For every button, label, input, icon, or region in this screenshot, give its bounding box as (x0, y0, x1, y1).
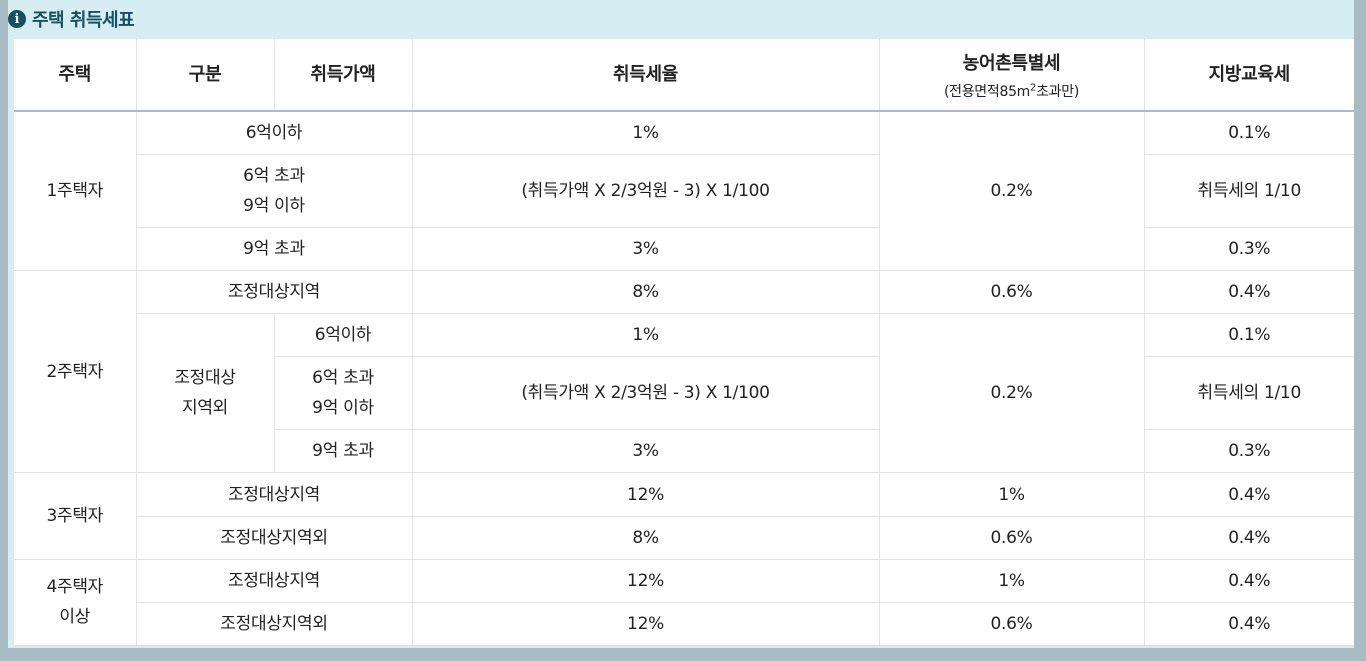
three-house-label: 3주택자 (14, 472, 137, 560)
two-r4-edu: 0.3% (1143, 429, 1354, 474)
one-r2-cat: 6억 초과 9억 이하 (136, 153, 413, 228)
two-rural: 0.2% (878, 313, 1145, 474)
two-r2-edu: 0.1% (1143, 313, 1354, 358)
two-r1-edu: 0.4% (1143, 269, 1354, 315)
one-r3-cat: 9억 초과 (136, 226, 413, 271)
info-icon: i (8, 10, 26, 28)
two-r1-rural: 0.6% (878, 269, 1145, 315)
two-r2-rate: 1% (411, 313, 880, 358)
panel-title-bar: i 주택 취득세표 (8, 4, 135, 34)
header-rural-tax: 농어촌특별세 (전용면적85m2초과만) (878, 39, 1145, 112)
header-house: 주택 (14, 39, 137, 112)
table-row: 조정대상 지역외 6억이하 1% 0.2% 0.1% (14, 313, 1354, 474)
two-r3-price: 6억 초과 9억 이하 (274, 356, 413, 431)
two-r3-price-l2: 9억 이하 (312, 398, 374, 419)
four-r1-cat: 조정대상지역 (135, 558, 413, 603)
header-edu-tax: 지방교육세 (1143, 39, 1354, 112)
table-row: 6억 초과 9억 이하 (취득가액 X 2/3억원 - 3) X 1/100 취… (14, 356, 1354, 431)
two-sub-cat-l1: 조정대상 (174, 368, 236, 389)
one-house-label: 1주택자 (14, 110, 137, 271)
table-row: 조정대상지역외 12% 0.6% 0.4% (14, 601, 1354, 647)
header-rural-note: (전용면적85m2초과만) (880, 81, 1144, 101)
two-sub-cat: 조정대상 지역외 (136, 313, 275, 474)
two-house-label: 2주택자 (14, 269, 137, 474)
one-rural: 0.2% (878, 110, 1145, 271)
two-r4-rate: 3% (411, 429, 880, 474)
four-house-label-l2: 이상 (59, 607, 91, 628)
two-r4-price: 9억 초과 (274, 429, 413, 474)
four-r1-rural: 1% (878, 558, 1145, 603)
four-r2-rate: 12% (411, 601, 880, 647)
two-r3-price-l1: 6억 초과 (312, 368, 374, 389)
two-r3-edu: 취득세의 1/10 (1143, 356, 1354, 431)
three-r2-rural: 0.6% (878, 515, 1145, 560)
table-row: 1주택자 6억이하 1% 0.2% 0.1% (14, 110, 1354, 271)
one-r2-rate: (취득가액 X 2/3억원 - 3) X 1/100 (411, 153, 880, 228)
two-r1-rate: 8% (411, 269, 880, 315)
table-row: 조정대상지역외 8% 0.6% 0.4% (14, 515, 1354, 560)
one-r2-edu: 취득세의 1/10 (1143, 153, 1354, 228)
four-house-label-l1: 4주택자 (46, 577, 104, 598)
two-r1-cat: 조정대상지역 (135, 269, 413, 315)
three-r2-edu: 0.4% (1143, 515, 1354, 560)
rural-note-post: 초과만) (1036, 83, 1079, 100)
three-r1-cat: 조정대상지역 (135, 472, 413, 517)
one-r3-edu: 0.3% (1143, 226, 1354, 271)
one-r1-cat: 6억이하 (135, 110, 413, 155)
table-row: 4주택자 이상 조정대상지역 12% 1% 0.4% (14, 558, 1354, 647)
header-row: 주택 구분 취득가액 취득세율 농어촌특별세 (전용면적85m2초과만) 지방교… (14, 39, 1354, 112)
two-r3-rate: (취득가액 X 2/3억원 - 3) X 1/100 (411, 356, 880, 431)
one-r2-cat-l2: 9억 이하 (243, 195, 305, 216)
four-r2-rural: 0.6% (878, 601, 1145, 647)
table-row: 9억 초과 3% 0.3% (14, 226, 1354, 271)
table-row: 6억 초과 9억 이하 (취득가액 X 2/3억원 - 3) X 1/100 취… (14, 153, 1354, 228)
table-row: 3주택자 조정대상지역 12% 1% 0.4% (14, 472, 1354, 560)
three-r1-edu: 0.4% (1143, 472, 1354, 517)
four-r2-cat: 조정대상지역외 (136, 601, 413, 647)
four-r2-edu: 0.4% (1143, 601, 1354, 647)
table-row: 9억 초과 3% 0.3% (14, 429, 1354, 474)
page-title: 주택 취득세표 (32, 10, 135, 31)
rural-note-pre: (전용면적85m (943, 83, 1031, 100)
four-r1-edu: 0.4% (1143, 558, 1354, 603)
acquisition-tax-table: 주택 구분 취득가액 취득세율 농어촌특별세 (전용면적85m2초과만) 지방교… (14, 39, 1354, 647)
four-house-label: 4주택자 이상 (14, 558, 137, 647)
rural-note-sup: 2 (1030, 81, 1037, 93)
header-rate: 취득세율 (411, 39, 880, 112)
header-price: 취득가액 (273, 39, 413, 112)
two-r2-price: 6억이하 (273, 313, 413, 358)
table-row: 2주택자 조정대상지역 8% 0.6% 0.4% (14, 269, 1354, 474)
three-r1-rural: 1% (878, 472, 1145, 517)
one-r2-cat-l1: 6억 초과 (243, 165, 305, 186)
header-rural-label: 농어촌특별세 (962, 52, 1061, 74)
header-type: 구분 (135, 39, 275, 112)
one-r1-rate: 1% (411, 110, 880, 155)
two-sub-cat-l2: 지역외 (181, 398, 229, 419)
three-r2-cat: 조정대상지역외 (136, 515, 413, 560)
one-r1-edu: 0.1% (1143, 110, 1354, 155)
three-r1-rate: 12% (411, 472, 880, 517)
four-r1-rate: 12% (411, 558, 880, 603)
three-r2-rate: 8% (411, 515, 880, 560)
one-r3-rate: 3% (411, 226, 880, 271)
